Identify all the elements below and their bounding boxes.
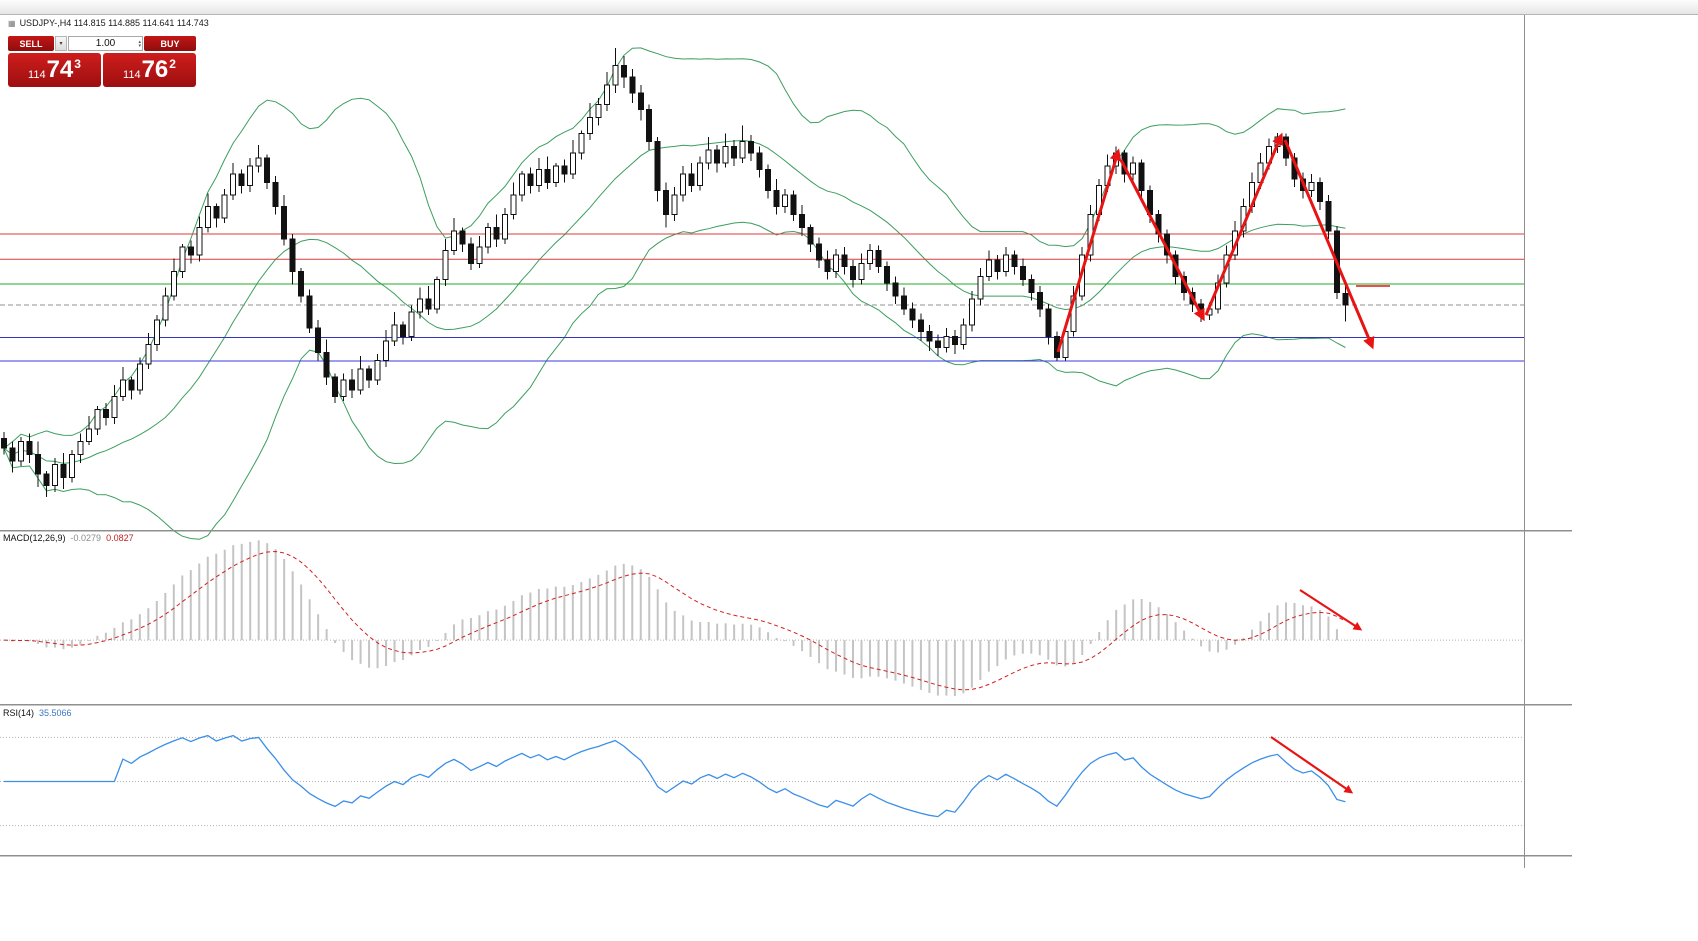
bid-price-display[interactable]: 114 74 3 <box>8 53 101 87</box>
ask-price-display[interactable]: 114 76 2 <box>103 53 196 87</box>
macd-main-value: -0.0279 <box>70 533 102 543</box>
chart-ohlc-text: USDJPY-,H4 114.815 114.885 114.641 114.7… <box>19 18 209 28</box>
bid-prefix: 114 <box>28 68 46 81</box>
volume-input[interactable]: 1.00 ▴ ▾ <box>68 36 143 51</box>
chart-window-icon: ▦ <box>8 18 16 28</box>
trade-options-caret-icon[interactable]: ▾ <box>55 36 67 51</box>
rsi-indicator-label: RSI(14) 35.5066 <box>3 708 72 718</box>
macd-signal-value: 0.0827 <box>106 533 134 543</box>
volume-spinner[interactable]: ▴ ▾ <box>138 37 141 50</box>
rsi-value: 35.5066 <box>39 708 72 718</box>
toolbar <box>0 0 1698 15</box>
sell-button[interactable]: SELL <box>8 36 54 51</box>
ask-pip-digit: 2 <box>169 57 176 71</box>
ask-prefix: 114 <box>123 68 141 81</box>
ask-big-digits: 76 <box>141 56 169 83</box>
bid-pip-digit: 3 <box>74 57 81 71</box>
buy-button[interactable]: BUY <box>144 36 196 51</box>
volume-up-icon[interactable]: ▴ <box>138 38 141 45</box>
macd-indicator-label: MACD(12,26,9) -0.0279 0.0827 <box>3 533 134 543</box>
volume-value: 1.00 <box>95 38 116 49</box>
bid-big-digits: 74 <box>46 56 74 83</box>
chart-info-line: ▦ USDJPY-,H4 114.815 114.885 114.641 114… <box>8 18 209 28</box>
one-click-trading-panel: SELL ▾ 1.00 ▴ ▾ BUY 114 74 3 114 76 2 <box>8 36 196 87</box>
macd-name: MACD(12,26,9) <box>3 533 66 543</box>
volume-down-icon[interactable]: ▾ <box>138 42 141 49</box>
rsi-name: RSI(14) <box>3 708 35 718</box>
